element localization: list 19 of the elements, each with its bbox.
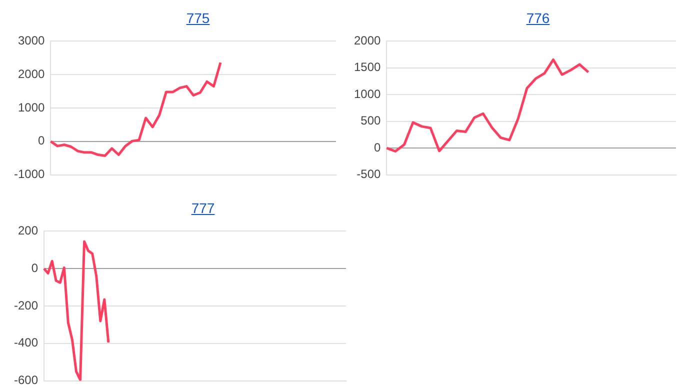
y-tick-label: 500 xyxy=(360,114,382,128)
y-tick-label: -600 xyxy=(14,373,38,388)
chart-title: 776 xyxy=(525,9,551,28)
chart-title: 775 xyxy=(185,9,211,28)
y-tick-label: 200 xyxy=(18,224,38,238)
y-tick-label: -200 xyxy=(14,298,38,312)
y-tick-label: 1500 xyxy=(354,60,382,74)
y-tick-label: -1000 xyxy=(14,167,46,182)
chart-title: 777 xyxy=(190,199,216,218)
y-tick-label: 0 xyxy=(38,134,46,148)
y-tick-label: -500 xyxy=(356,167,382,182)
y-tick-label: 0 xyxy=(374,140,382,154)
y-tick-label: 1000 xyxy=(354,86,382,101)
y-tick-label: 3000 xyxy=(18,34,46,48)
y-tick-label: 0 xyxy=(31,260,38,275)
y-tick-label: -400 xyxy=(14,336,38,350)
y-tick-label: 2000 xyxy=(354,34,382,48)
y-tick-label: 2000 xyxy=(18,66,46,81)
y-tick-label: 1000 xyxy=(18,100,46,114)
